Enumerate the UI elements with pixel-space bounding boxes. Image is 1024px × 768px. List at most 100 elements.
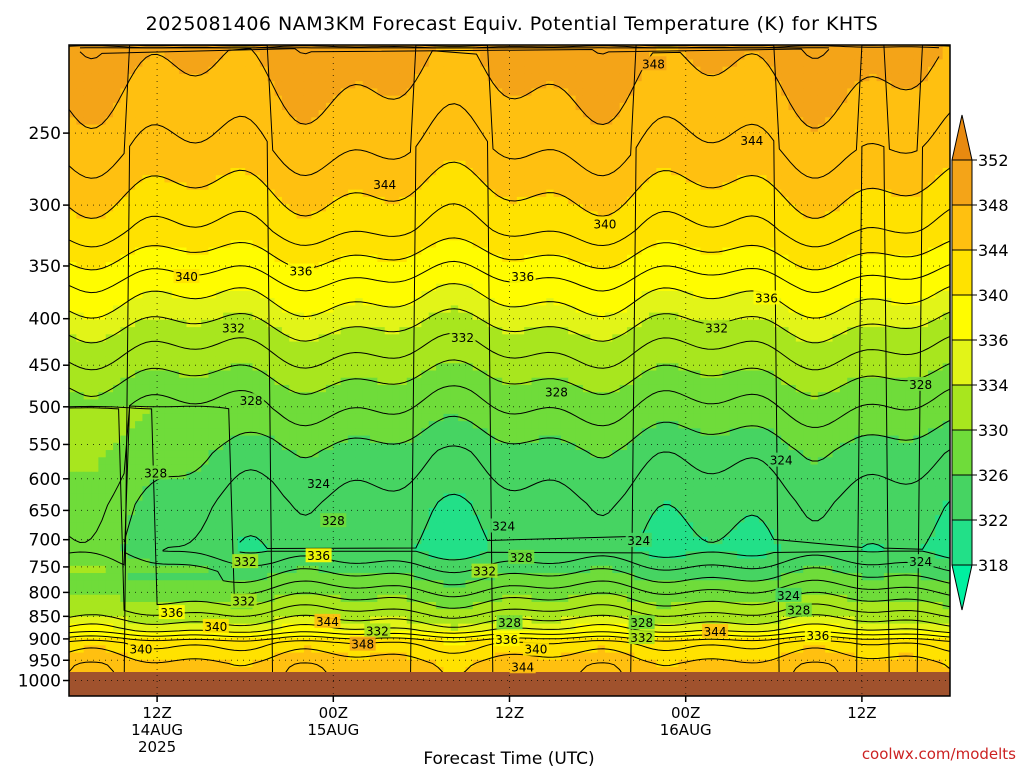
- field-cell: [480, 153, 489, 162]
- field-cell: [729, 298, 738, 306]
- field-cell: [370, 334, 378, 343]
- field-cell: [773, 131, 782, 140]
- field-cell: [355, 117, 364, 126]
- field-cell: [751, 45, 760, 53]
- field-cell: [560, 95, 569, 104]
- field-cell: [869, 45, 878, 53]
- field-cell: [186, 175, 195, 184]
- field-cell: [171, 175, 180, 184]
- field-cell: [289, 189, 298, 198]
- field-cell: [553, 45, 562, 53]
- field-cell: [707, 81, 716, 89]
- field-cell: [509, 204, 518, 212]
- field-cell: [333, 81, 342, 89]
- field-cell: [553, 283, 562, 292]
- field-cell: [626, 327, 635, 335]
- field-cell: [318, 218, 327, 227]
- field-cell: [619, 182, 628, 191]
- field-cell: [612, 254, 621, 263]
- field-cell: [619, 327, 628, 335]
- field-cell: [795, 319, 804, 328]
- field-cell: [436, 290, 445, 299]
- field-cell: [553, 211, 562, 220]
- field-cell: [722, 110, 731, 118]
- field-cell: [223, 73, 232, 82]
- field-cell: [663, 52, 672, 61]
- field-cell: [773, 81, 782, 89]
- field-cell: [113, 225, 121, 234]
- field-cell: [325, 182, 334, 191]
- field-cell: [560, 305, 569, 314]
- field-cell: [935, 95, 944, 104]
- field-cell: [788, 153, 797, 162]
- field-cell: [678, 240, 687, 249]
- field-cell: [164, 59, 173, 68]
- field-cell: [325, 52, 334, 61]
- field-cell: [215, 146, 224, 155]
- field-cell: [384, 139, 393, 147]
- field-cell: [604, 124, 613, 133]
- field-cell: [303, 240, 312, 249]
- field-cell: [817, 59, 826, 68]
- field-cell: [597, 204, 606, 212]
- field-cell: [876, 211, 885, 220]
- field-cell: [759, 196, 768, 205]
- field-cell: [524, 45, 533, 53]
- field-cell: [303, 153, 312, 162]
- field-cell: [406, 334, 415, 343]
- field-cell: [252, 102, 261, 111]
- field-cell: [443, 290, 452, 299]
- field-cell: [883, 204, 892, 212]
- field-cell: [509, 131, 518, 140]
- field-cell: [604, 117, 613, 126]
- field-cell: [590, 211, 599, 220]
- field-cell: [296, 218, 305, 227]
- field-cell: [883, 298, 892, 306]
- field-cell: [891, 52, 900, 61]
- field-cell: [693, 59, 701, 68]
- field-cell: [406, 45, 415, 53]
- field-cell: [414, 233, 422, 241]
- field-cell: [531, 327, 540, 335]
- field-cell: [179, 131, 188, 140]
- field-cell: [685, 45, 694, 53]
- field-cell: [399, 319, 408, 328]
- field-cell: [303, 290, 312, 299]
- field-cell: [920, 59, 929, 68]
- field-cell: [707, 334, 716, 343]
- field-cell: [531, 52, 540, 61]
- field-cell: [927, 247, 936, 256]
- field-cell: [516, 66, 525, 75]
- field-cell: [274, 131, 283, 140]
- field-cell: [810, 283, 819, 292]
- field-cell: [509, 139, 518, 147]
- field-cell: [905, 327, 914, 335]
- field-cell: [384, 298, 393, 306]
- field-cell: [208, 95, 217, 104]
- field-cell: [663, 131, 672, 140]
- field-cell: [935, 73, 944, 82]
- field-cell: [590, 247, 599, 256]
- field-cell: [788, 225, 797, 234]
- field-cell: [590, 110, 599, 118]
- field-cell: [377, 167, 386, 176]
- field-cell: [179, 175, 188, 184]
- field-cell: [436, 196, 445, 205]
- field-cell: [325, 247, 334, 256]
- field-cell: [318, 189, 327, 198]
- field-cell: [854, 240, 863, 249]
- field-cell: [487, 341, 496, 350]
- field-cell: [604, 45, 613, 53]
- field-cell: [69, 276, 77, 285]
- field-cell: [245, 319, 254, 328]
- field-cell: [494, 225, 503, 234]
- field-cell: [245, 153, 254, 162]
- field-cell: [524, 327, 533, 335]
- field-cell: [847, 102, 856, 111]
- field-cell: [230, 146, 239, 155]
- field-cell: [384, 110, 393, 118]
- field-cell: [766, 110, 775, 118]
- field-cell: [913, 269, 922, 278]
- field-cell: [905, 88, 914, 97]
- field-cell: [502, 312, 511, 321]
